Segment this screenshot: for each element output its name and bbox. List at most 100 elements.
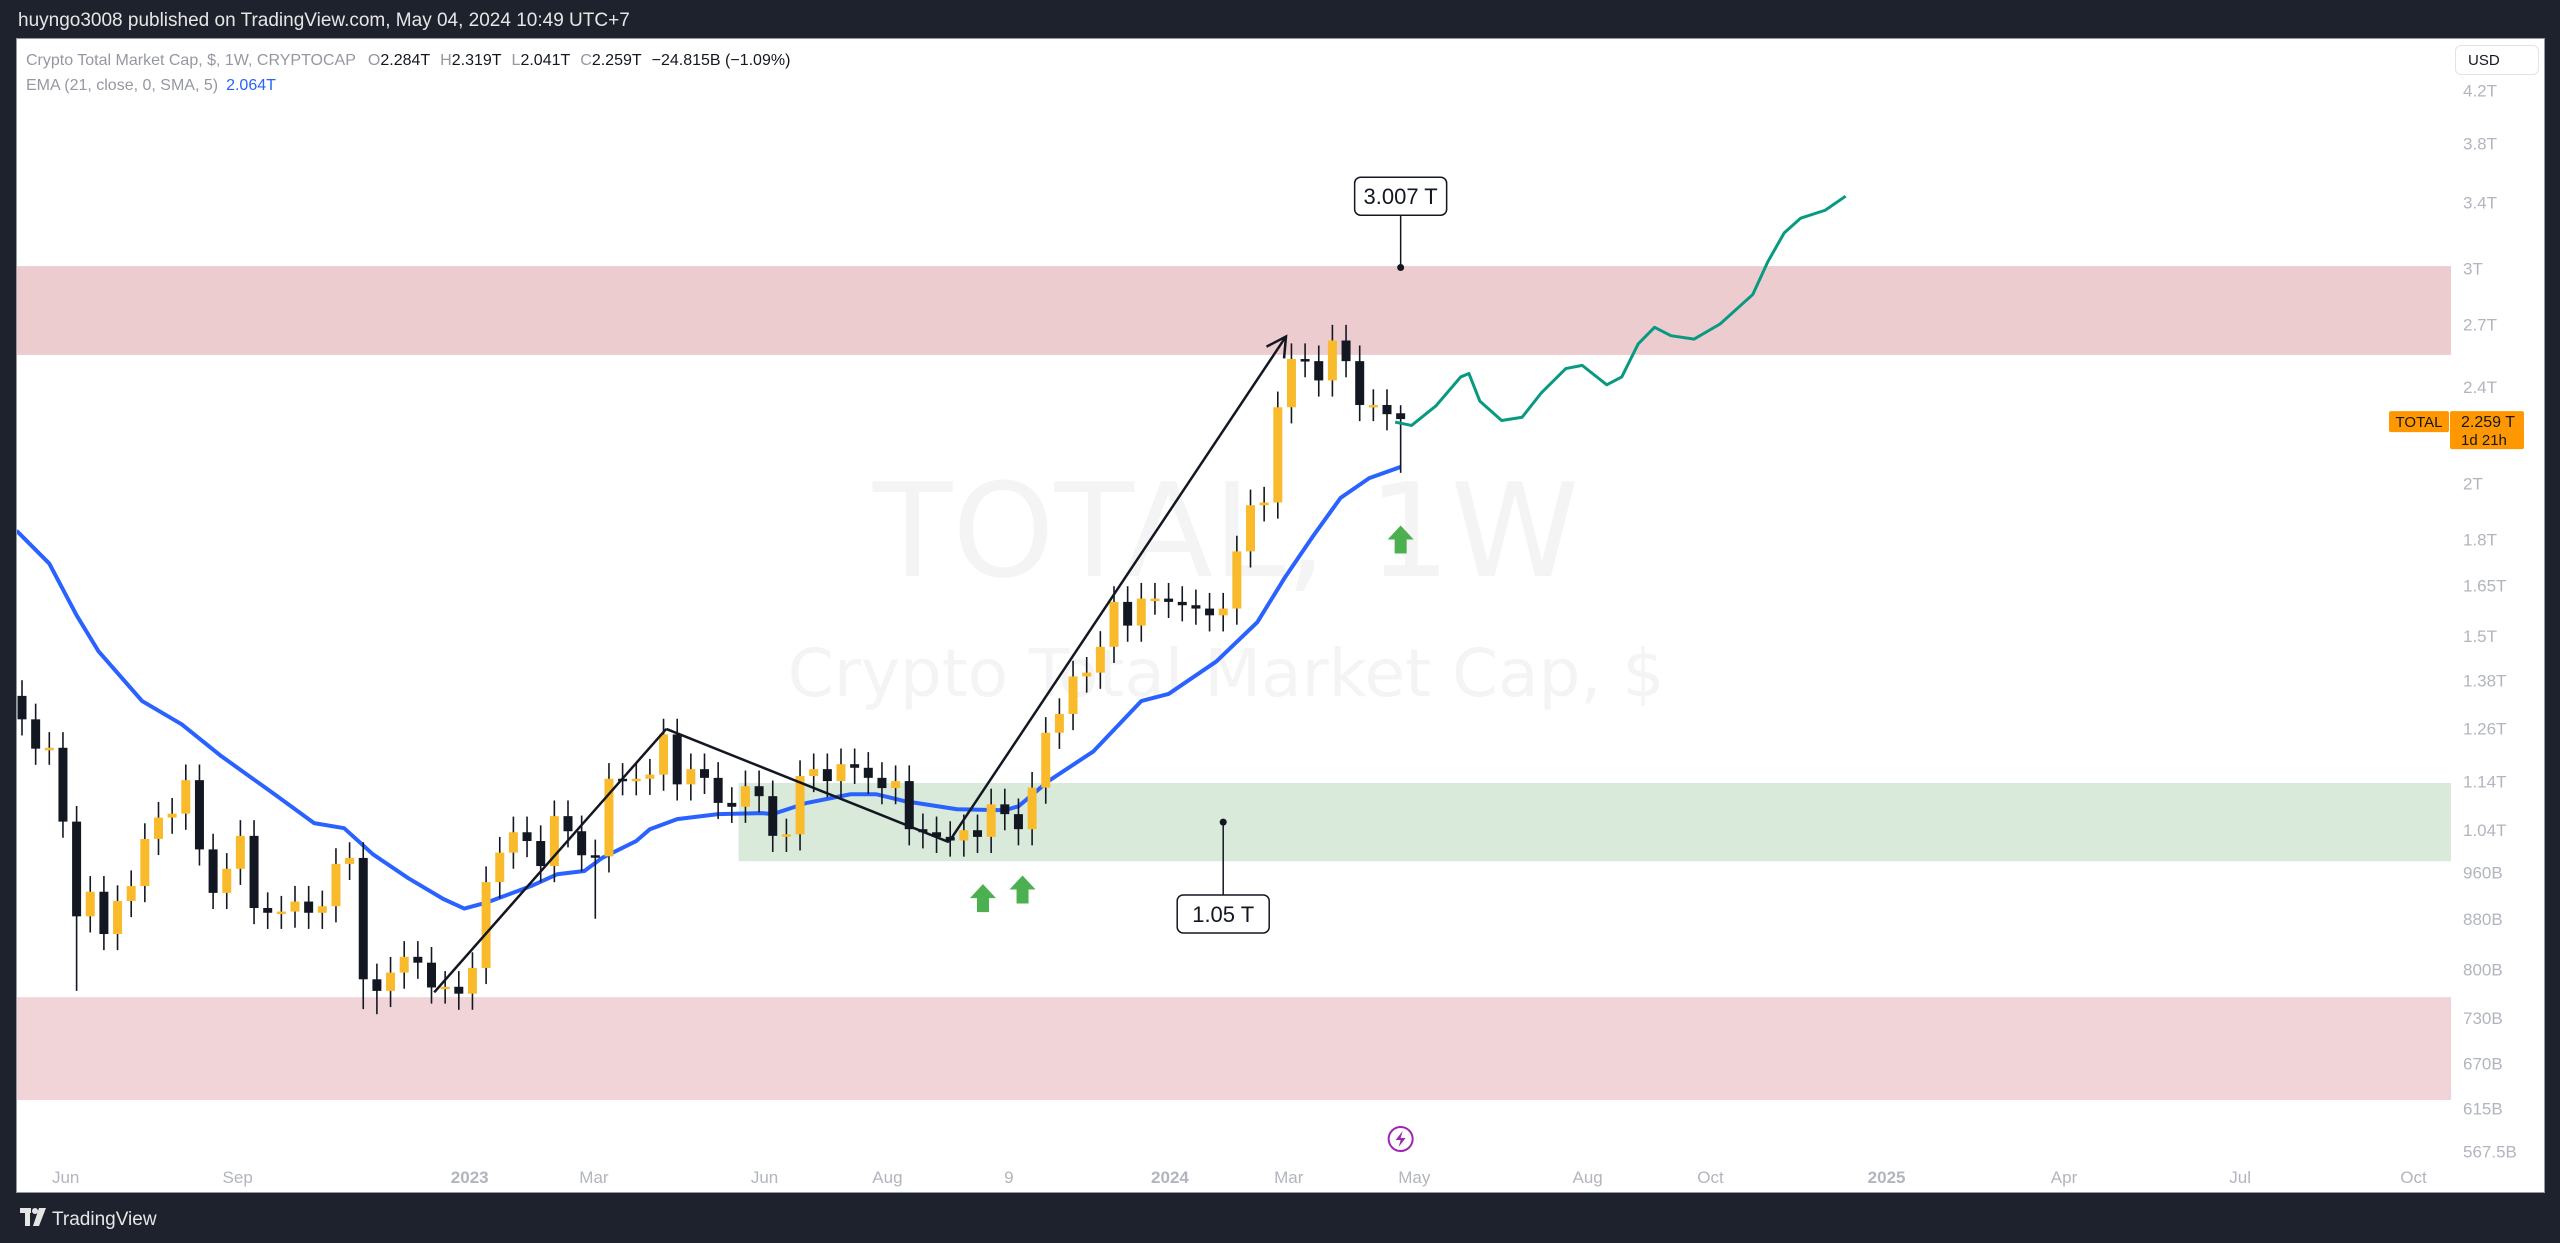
candle-body [891,781,901,789]
candle [1314,345,1324,397]
candle [795,760,805,851]
time-axis[interactable]: Jun Sep 2023 Mar Jun Aug 9 2024 Mar May Aug Oct 2025… [52,1168,2427,1187]
candle-body [331,863,341,907]
open-label: O [367,52,381,69]
candle-body [1341,340,1351,362]
candle-body [1205,608,1215,616]
candle [645,758,655,795]
candle [1109,586,1119,663]
candle [973,814,982,854]
candle [440,971,450,1004]
candle-body [1095,646,1105,673]
candle [44,732,54,765]
candle [1041,717,1051,804]
candle [58,732,68,838]
candle-body [358,857,368,980]
price-tick-label: 3.8T [2463,134,2497,153]
candle-body [276,911,286,915]
high-value: 2.319T [451,52,502,69]
currency-button[interactable]: USD [2455,45,2539,75]
candle [181,764,191,830]
candle-body [700,769,709,778]
candle [290,885,300,928]
candle [1150,582,1160,615]
candle [1164,582,1174,619]
time-tick-label: Jul [2229,1168,2251,1187]
candle [126,870,136,918]
forecast-path [1394,194,1847,427]
candle [590,839,600,919]
candle-body [590,855,600,858]
tradingview-logo-icon [20,1208,46,1232]
candle [863,752,873,794]
ema-label[interactable]: EMA (21, close, 0, SMA, 5) [26,77,219,94]
candle-body [181,780,191,814]
candle-body [58,747,68,822]
candle-body [372,979,382,991]
candle-body [1218,608,1228,616]
callout-anchor [1219,818,1227,826]
chart-panel[interactable]: TOTAL, 1W Crypto Total Market Cap, $ 3.007… [16,38,2545,1193]
price-tick-label: 880B [2463,910,2503,929]
candle [1054,698,1064,749]
price-tick-label: 1.14T [2463,773,2506,792]
candle-body [386,972,396,991]
time-tick-label: Oct [2400,1168,2427,1187]
lightning-icon[interactable] [1387,1126,1414,1152]
candle [850,748,860,784]
candle [631,763,641,796]
candle [454,971,464,1010]
price-tick-label: 1.04T [2463,821,2506,840]
candle-body [1082,672,1092,677]
candle-body [304,901,314,913]
candle-body [1382,404,1392,415]
candle-body [126,886,136,901]
candle [167,797,177,834]
candle-body [1246,505,1255,552]
candle [427,947,436,1004]
change-value: −24.815B (−1.09%) [651,52,791,69]
candle [113,885,123,951]
candle [932,816,942,854]
up-arrow-icon [969,884,996,913]
candle [1259,486,1269,522]
time-tick-label: Oct [1697,1168,1724,1187]
symbol-description[interactable]: Crypto Total Market Cap, $, 1W, CRYPTOCA… [26,52,356,69]
candle-body [522,832,532,842]
candle-body [822,769,832,782]
price-tick-label: 2.7T [2463,316,2497,335]
candle [467,952,477,1010]
candle-body [317,906,327,913]
candle [399,941,409,989]
candle [1396,405,1406,473]
chart-legend: Crypto Total Market Cap, $, 1W, CRYPTOCA… [26,48,800,98]
candle-body [99,891,109,935]
tradingview-logo[interactable]: TradingView [20,1208,157,1232]
candle-body [481,882,491,968]
price-tag-bg [2450,411,2524,450]
candle-body [904,781,914,830]
candle [1368,389,1378,422]
candle [986,788,996,854]
zone-support [738,782,2451,862]
candle [1355,345,1365,422]
candle [1205,592,1215,632]
time-tick-label: Jun [52,1168,79,1187]
low-label: L [511,52,521,69]
publish-info: huyngo3008 published on TradingView.com,… [18,10,630,31]
ema-line [17,465,1402,911]
candle [1136,582,1146,642]
price-axis[interactable]: 4.2T 3.8T 3.4T 3T 2.7T 2.4T 2T 1.8T 1.65T 1.5T 1.3… [2463,81,2517,1161]
callout-box [1353,176,1448,216]
lightning-glyph [1395,1131,1406,1147]
candle [549,800,559,883]
price-chart[interactable]: TOTAL, 1W Crypto Total Market Cap, $ 3.007… [17,39,2545,1193]
candle-body [1191,605,1201,609]
time-tick-label: Aug [872,1168,902,1187]
price-tick-label: 1.5T [2463,627,2497,646]
zone-resistance [17,266,2451,355]
price-tag-countdown: 1d 21h [2461,432,2507,449]
candle-body [659,734,669,775]
candle [809,753,819,793]
candle-body [604,778,614,857]
